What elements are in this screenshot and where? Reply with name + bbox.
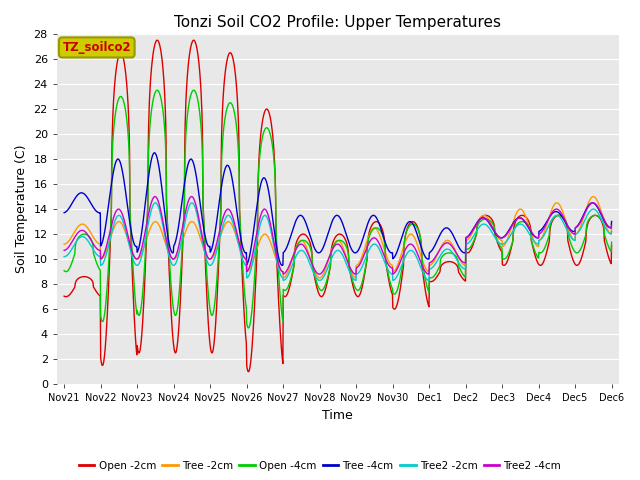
Title: Tonzi Soil CO2 Profile: Upper Temperatures: Tonzi Soil CO2 Profile: Upper Temperatur…: [174, 15, 501, 30]
Text: TZ_soilco2: TZ_soilco2: [63, 41, 131, 54]
Legend: Open -2cm, Tree -2cm, Open -4cm, Tree -4cm, Tree2 -2cm, Tree2 -4cm: Open -2cm, Tree -2cm, Open -4cm, Tree -4…: [75, 456, 565, 475]
X-axis label: Time: Time: [323, 409, 353, 422]
Y-axis label: Soil Temperature (C): Soil Temperature (C): [15, 145, 28, 273]
